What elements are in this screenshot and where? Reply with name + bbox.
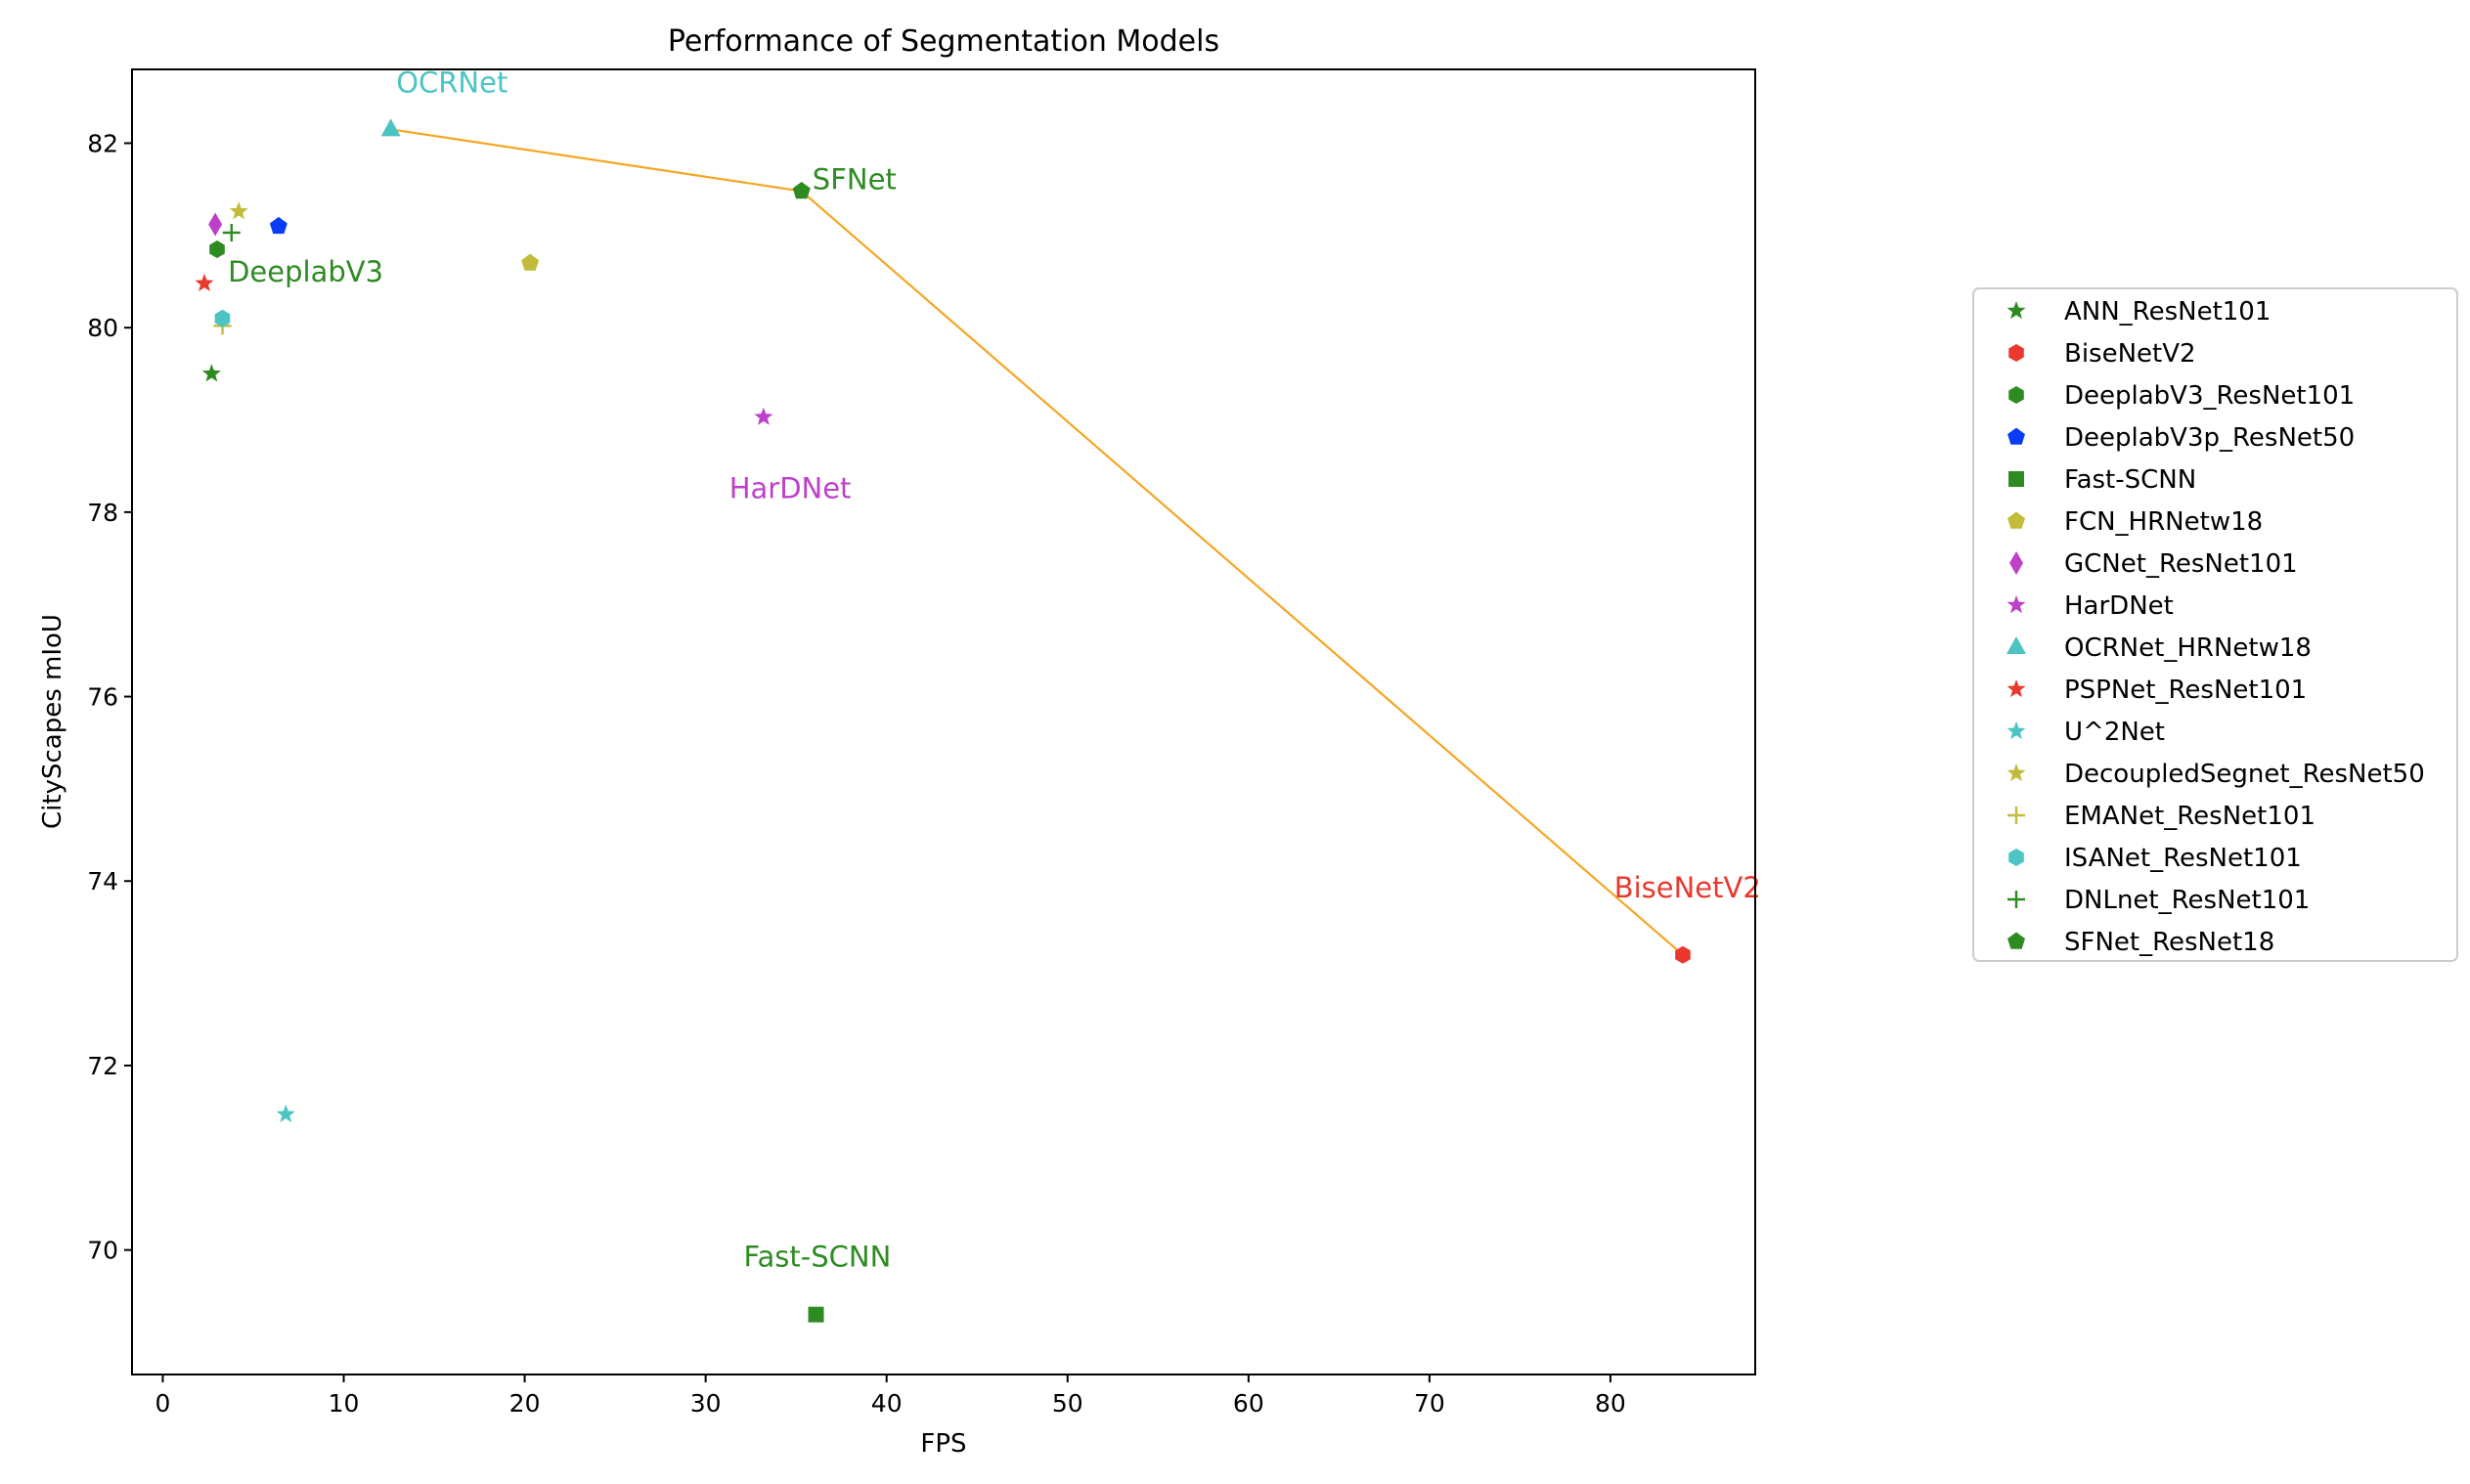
point-dnlnet-resnet101 [222,223,241,241]
point-isanet-resnet101 [214,309,231,327]
legend-item-deeplabv3p-resnet50: DeeplabV3p_ResNet50 [2007,423,2355,453]
legend-item-decoupledsegnet-resnet50: DecoupledSegnet_ResNet50 [2007,760,2425,789]
legend-marker-deeplabv3p-resnet50 [2007,427,2025,445]
legend-marker-bisenetv2 [2008,344,2024,362]
legend-item-isanet-resnet101: ISANet_ResNet101 [2008,844,2302,873]
point-bisenetv2 [1675,945,1691,964]
point-deeplabv3-resnet101 [209,240,225,258]
y-tick-label: 80 [87,314,118,342]
x-tick-label: 70 [1414,1389,1445,1418]
legend-item-hardnet: HarDNet [2007,591,2174,621]
legend-marker-hardnet [2007,595,2026,614]
y-tick-label: 78 [87,499,118,527]
annotation-sfnet: SFNet [813,163,897,196]
point-ocrnet-hrnetw18 [380,118,401,137]
y-tick-label: 74 [87,867,118,895]
legend-item-fast-scnn: Fast-SCNN [2008,465,2196,495]
legend-item-fcn-hrnetw18: FCN_HRNetw18 [2007,507,2263,537]
point-hardnet [754,407,773,425]
legend-label: DNLnet_ResNet101 [2064,886,2310,915]
legend-item-bisenetv2: BiseNetV2 [2008,339,2196,369]
legend-label: OCRNet_HRNetw18 [2064,633,2312,663]
point-fast-scnn [808,1306,824,1323]
legend-item-sfnet-resnet18: SFNet_ResNet18 [2007,928,2274,957]
annotation-deeplabv3: DeeplabV3 [228,255,383,288]
legend-marker-deeplabv3-resnet101 [2008,386,2024,404]
x-tick-label: 10 [329,1389,360,1418]
legend-marker-fcn-hrnetw18 [2007,511,2025,529]
legend-label: ANN_ResNet101 [2064,297,2271,327]
y-tick-label: 70 [87,1237,118,1265]
x-tick-label: 40 [871,1389,903,1418]
y-axis-label: CityScapes mIoU [38,614,67,829]
legend-item-dnlnet-resnet101: DNLnet_ResNet101 [2007,886,2310,915]
legend-marker-fast-scnn [2008,471,2024,487]
legend-item-pspnet-resnet101: PSPNet_ResNet101 [2007,676,2307,705]
x-tick-label: 80 [1595,1389,1626,1418]
x-tick-label: 50 [1052,1389,1083,1418]
legend-item-deeplabv3-resnet101: DeeplabV3_ResNet101 [2008,381,2355,411]
annotation-fast-scnn: Fast-SCNN [744,1241,892,1274]
legend-label: PSPNet_ResNet101 [2064,676,2307,705]
point-gcnet-resnet101 [208,212,223,237]
point-deeplabv3p-resnet50 [269,216,287,235]
y-tick-label: 82 [87,129,118,157]
legend: ANN_ResNet101 BiseNetV2 DeeplabV3_ResNet10… [1972,287,2458,962]
legend-marker-dnlnet-resnet101 [2007,891,2025,908]
legend-label: GCNet_ResNet101 [2064,549,2298,579]
legend-label: DecoupledSegnet_ResNet50 [2064,760,2425,789]
x-axis-label: FPS [920,1429,966,1459]
point-pspnet-resnet101 [195,273,214,291]
plot-area: OCRNet SFNet DeeplabV3 HarDNet BiseNetV2 Fast… [195,66,1761,1323]
legend-marker-sfnet-resnet18 [2007,932,2025,949]
legend-item-gcnet-resnet101: GCNet_ResNet101 [2009,549,2298,579]
annotation-bisenetv2: BiseNetV2 [1614,871,1761,904]
frontier-line [390,128,1684,956]
y-tick-label: 76 [87,683,118,712]
point-fcn-hrnetw18 [521,253,540,271]
legend-label: Fast-SCNN [2064,465,2196,495]
legend-label: BiseNetV2 [2064,339,2196,369]
point-decoupledsegnet-resnet50 [229,201,248,220]
legend-marker-emanet-resnet101 [2007,807,2025,824]
plot-frame [131,68,1756,1375]
y-axis: 70 72 74 76 78 80 82 [87,129,132,1265]
x-axis: 0 10 20 30 40 50 60 70 80 [155,1375,1626,1418]
legend-label: HarDNet [2064,591,2174,621]
legend-marker-gcnet-resnet101 [2009,551,2023,575]
legend-label: DeeplabV3p_ResNet50 [2064,423,2355,453]
legend-frame [1972,287,2458,962]
legend-item-u-2net: U^2Net [2007,718,2165,747]
legend-marker-u-2net [2007,721,2026,740]
legend-label: ISANet_ResNet101 [2064,844,2302,873]
annotation-ocrnet: OCRNet [396,66,507,100]
legend-label: SFNet_ResNet18 [2064,928,2274,957]
legend-marker-decoupledsegnet-resnet50 [2007,764,2026,782]
x-tick-label: 20 [509,1389,541,1418]
legend-item-emanet-resnet101: EMANet_ResNet101 [2007,802,2316,831]
legend-label: EMANet_ResNet101 [2064,802,2316,831]
point-sfnet-resnet18 [792,182,811,199]
legend-marker-isanet-resnet101 [2008,849,2024,866]
legend-marker-ocrnet-hrnetw18 [2007,636,2026,654]
legend-item-ann-resnet101: ANN_ResNet101 [2007,297,2271,327]
x-tick-label: 0 [155,1389,171,1418]
legend-label: FCN_HRNetw18 [2064,507,2263,537]
chart-title: Performance of Segmentation Models [668,24,1219,59]
x-tick-label: 60 [1233,1389,1264,1418]
y-tick-label: 72 [87,1052,118,1080]
legend-item-ocrnet-hrnetw18: OCRNet_HRNetw18 [2007,633,2312,663]
point-u-2net [276,1104,295,1122]
legend-label: DeeplabV3_ResNet101 [2064,381,2355,411]
legend-label: U^2Net [2064,718,2165,747]
legend-marker-ann-resnet101 [2007,301,2026,320]
point-ann-resnet101 [201,364,221,382]
x-tick-label: 30 [690,1389,722,1418]
annotation-hardnet: HarDNet [729,472,852,505]
legend-marker-pspnet-resnet101 [2007,679,2026,698]
